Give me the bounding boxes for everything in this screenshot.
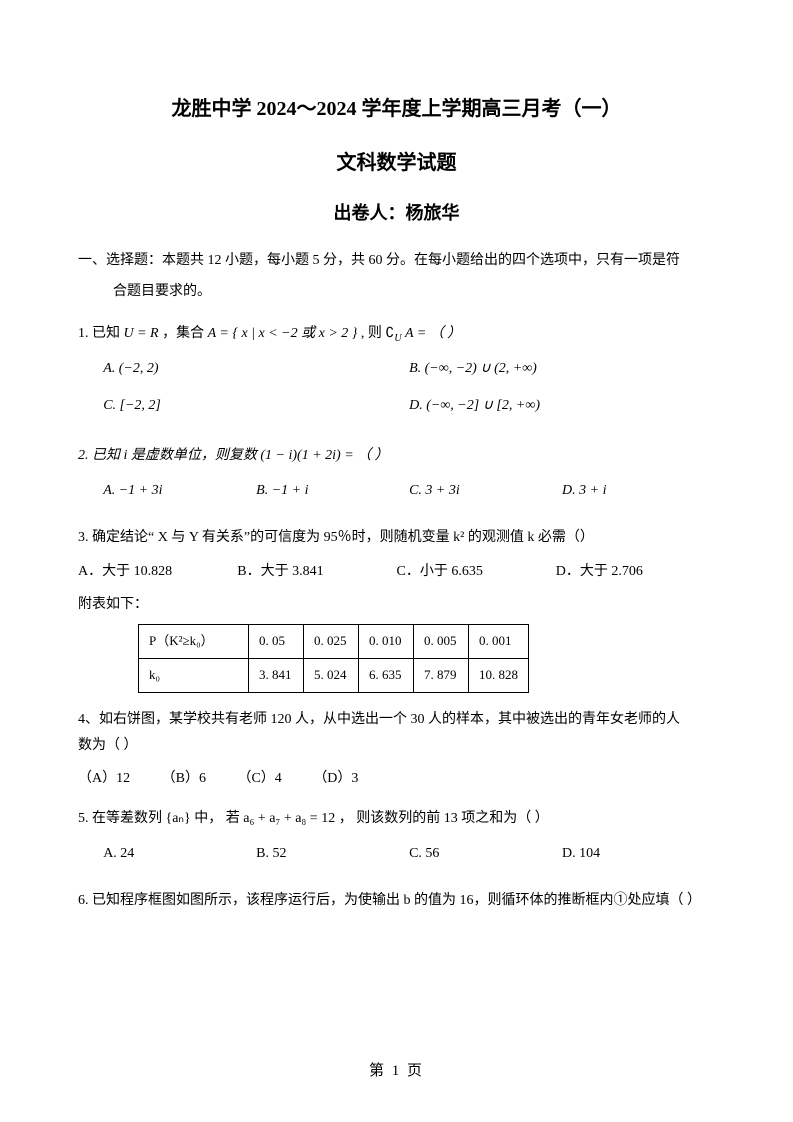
q5-option-A: A. 24: [103, 841, 256, 868]
exam-page: 龙胜中学 2024～2024 学年度上学期高三月考（一） 文科数学试题 出卷人：…: [0, 0, 793, 968]
q4-option-D: （D）3: [313, 766, 358, 793]
q2-option-C: C. 3 + 3i: [409, 478, 562, 505]
q3-r1c4: 0. 010: [359, 625, 414, 659]
q3-r1c1: P（K²≥k₀）: [139, 625, 249, 659]
page-title-3: 出卷人：杨旅华: [78, 196, 715, 230]
q3-option-B: B．大于 3.841: [237, 559, 396, 586]
q1-stem: 1. 已知 U = R ，集合 A = { x | x < −2 或 x > 2…: [78, 321, 715, 348]
q3-option-D: D．大于 2.706: [556, 559, 715, 586]
q5-option-B: B. 52: [256, 841, 409, 868]
page-title-1: 龙胜中学 2024～2024 学年度上学期高三月考（一）: [78, 90, 715, 128]
page-title-2: 文科数学试题: [78, 144, 715, 182]
q5-option-C: C. 56: [409, 841, 562, 868]
table-row: P（K²≥k₀） 0. 05 0. 025 0. 010 0. 005 0. 0…: [139, 625, 529, 659]
q3-r2c3: 5. 024: [304, 659, 359, 693]
q1-setA-pre: ，集合: [162, 326, 208, 341]
question-4: 4、如右饼图，某学校共有老师 120 人，从中选出一个 30 人的样本，其中被选…: [78, 707, 715, 793]
section-header-line1: 一、选择题：本题共 12 小题，每小题 5 分，共 60 分。在每小题给出的四个…: [78, 248, 715, 275]
q1-setA: A = { x | x < −2 或 x > 2 }: [208, 326, 358, 341]
q2-option-B: B. −1 + i: [256, 478, 409, 505]
q6-stem: 6. 已知程序框图如图所示，该程序运行后，为使输出 b 的值为 16，则循环体的…: [78, 888, 715, 915]
q3-r2c1: k₀: [139, 659, 249, 693]
q4-option-B: （B）6: [162, 766, 206, 793]
q3-table: P（K²≥k₀） 0. 05 0. 025 0. 010 0. 005 0. 0…: [138, 624, 529, 692]
q2-option-D: D. 3 + i: [562, 478, 715, 505]
q2-option-A: A. −1 + 3i: [103, 478, 256, 505]
q1-sub: U: [394, 333, 401, 344]
q1-after: A = （ ）: [405, 326, 461, 341]
question-6: 6. 已知程序框图如图所示，该程序运行后，为使输出 b 的值为 16，则循环体的…: [78, 888, 715, 915]
q2-stem: 2. 已知 i 是虚数单位，则复数 (1 − i)(1 + 2i) = （ ）: [78, 443, 715, 470]
q1-stem-pre: 1. 已知: [78, 326, 120, 341]
q3-r1c3: 0. 025: [304, 625, 359, 659]
q5-option-D: D. 104: [562, 841, 715, 868]
q3-stem: 3. 确定结论“ X 与 Y 有关系”的可信度为 95％时，则随机变量 k² 的…: [78, 525, 715, 552]
q1-option-B: B. (−∞, −2) ∪ (2, +∞): [409, 356, 715, 383]
section-header-line2: 合题目要求的。: [78, 279, 715, 306]
page-number: 第 1 页: [0, 1059, 793, 1080]
q1-stem-post: , 则 ∁: [361, 326, 394, 341]
q5-stem: 5. 在等差数列 {aₙ} 中， 若 a₆ + a₇ + a₈ = 12 ， 则…: [78, 806, 715, 833]
table-row: k₀ 3. 841 5. 024 6. 635 7. 879 10. 828: [139, 659, 529, 693]
q4-option-A: （A）12: [78, 766, 130, 793]
q1-U: U = R: [124, 326, 159, 341]
q1-option-A: A. (−2, 2): [103, 356, 409, 383]
q3-option-A: A．大于 10.828: [78, 559, 237, 586]
q3-r2c6: 10. 828: [469, 659, 529, 693]
question-1: 1. 已知 U = R ，集合 A = { x | x < −2 或 x > 2…: [78, 321, 715, 429]
q1-option-D: D. (−∞, −2] ∪ [2, +∞): [409, 393, 715, 420]
q1-option-C: C. [−2, 2]: [103, 393, 409, 420]
question-5: 5. 在等差数列 {aₙ} 中， 若 a₆ + a₇ + a₈ = 12 ， 则…: [78, 806, 715, 873]
q3-table-intro: 附表如下：: [78, 592, 715, 619]
q4-line1: 4、如右饼图，某学校共有老师 120 人，从中选出一个 30 人的样本，其中被选…: [78, 707, 715, 734]
q4-option-C: （C）4: [237, 766, 281, 793]
q3-r1c2: 0. 05: [249, 625, 304, 659]
q4-line2: 数为（ ）: [78, 733, 715, 760]
q3-r1c6: 0. 001: [469, 625, 529, 659]
q3-r2c2: 3. 841: [249, 659, 304, 693]
question-3: 3. 确定结论“ X 与 Y 有关系”的可信度为 95％时，则随机变量 k² 的…: [78, 525, 715, 693]
q3-r1c5: 0. 005: [414, 625, 469, 659]
q3-option-C: C．小于 6.635: [397, 559, 556, 586]
question-2: 2. 已知 i 是虚数单位，则复数 (1 − i)(1 + 2i) = （ ） …: [78, 443, 715, 510]
q3-r2c4: 6. 635: [359, 659, 414, 693]
q3-r2c5: 7. 879: [414, 659, 469, 693]
